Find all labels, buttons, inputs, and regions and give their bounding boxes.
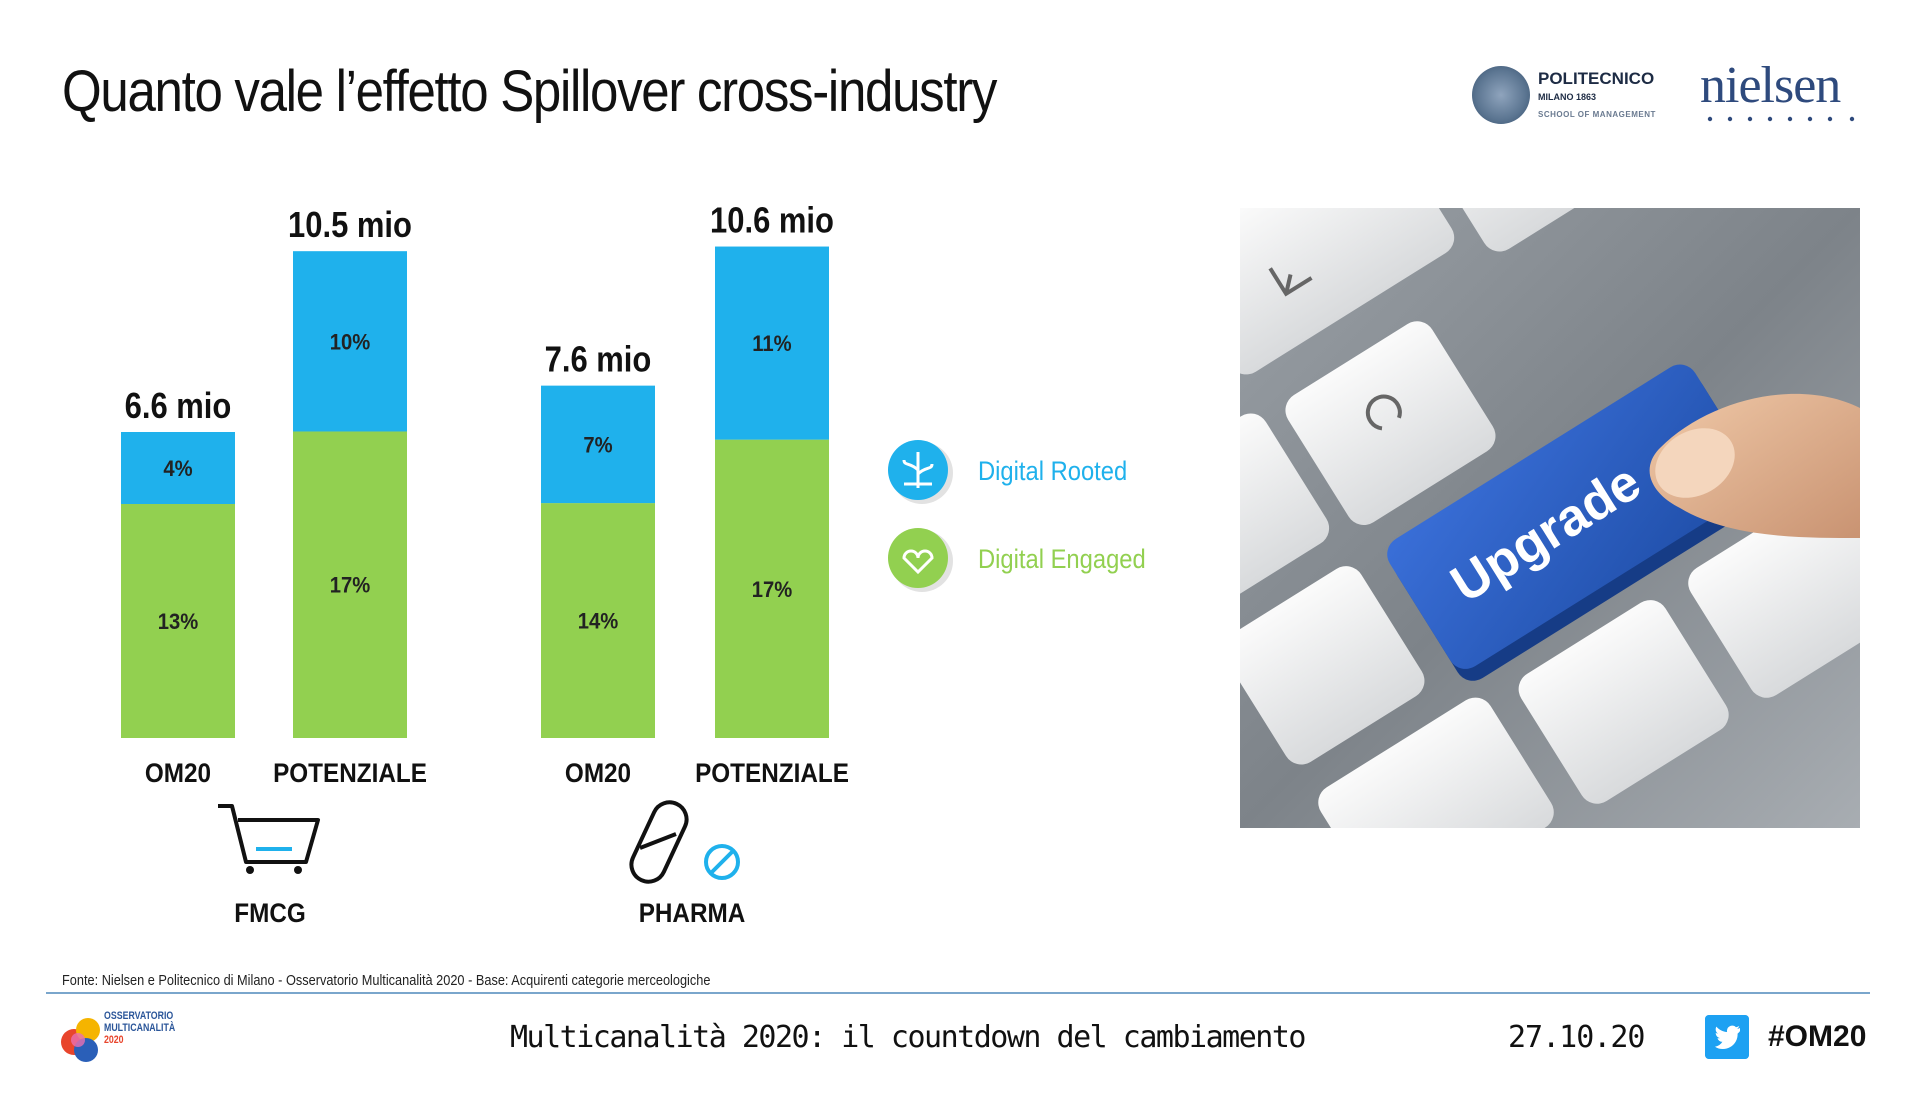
logo-line-3: 2020 [104, 1034, 124, 1046]
bar-total-label: 10.6 mio [710, 201, 834, 241]
bar-segment-digital-engaged [293, 431, 407, 738]
segment-value-label: 13% [158, 610, 199, 634]
bar-segment-digital-engaged [715, 439, 829, 738]
politecnico-subtitle: MILANO 1863 [1538, 92, 1597, 102]
footer-divider [46, 992, 1870, 994]
segment-value-label: 7% [583, 434, 612, 458]
bar-total-label: 10.5 mio [288, 206, 412, 246]
footer-title: Multicanalità 2020: il countdown del cam… [510, 1020, 1306, 1055]
slide-title: Quanto vale l’effetto Spillover cross-in… [62, 59, 997, 124]
osservatorio-logo-text: OSSERVATORIO MULTICANALITÀ 2020 [104, 1010, 175, 1046]
logo-line-2: MULTICANALITÀ [104, 1022, 176, 1034]
bar-segment-digital-rooted [121, 432, 235, 504]
bar-segment-digital-rooted [541, 385, 655, 504]
digital-rooted-plant-icon [902, 452, 934, 488]
category-label: OM20 [565, 759, 631, 788]
bar-segment-digital-engaged [121, 504, 235, 738]
group-label: PHARMA [639, 899, 746, 928]
politecnico-name: POLITECNICO [1538, 69, 1655, 88]
pill-icon [639, 832, 677, 850]
pill-icon [629, 800, 689, 884]
nielsen-dots-decoration [1707, 116, 1855, 122]
category-label: POTENZIALE [273, 759, 427, 788]
keyboard-upgrade-photo: Upgrade [1240, 208, 1860, 828]
digital-engaged-hearts-icon [902, 549, 934, 575]
bar-total-label: 6.6 mio [125, 387, 232, 427]
politecnico-seal-logo [1472, 66, 1530, 124]
shopping-cart-icon [294, 866, 302, 874]
pill-icon [709, 849, 735, 875]
segment-value-label: 17% [752, 578, 793, 602]
segment-value-label: 17% [330, 574, 371, 598]
shopping-cart-icon [218, 804, 320, 864]
segment-value-label: 10% [330, 331, 371, 355]
segment-value-label: 11% [752, 332, 792, 356]
group-label: FMCG [234, 899, 306, 928]
category-label: POTENZIALE [695, 759, 849, 788]
source-note: Fonte: Nielsen e Politecnico di Milano -… [62, 972, 711, 989]
footer-hashtag: #OM20 [1768, 1020, 1867, 1053]
category-label: OM20 [145, 759, 211, 788]
bar-segment-digital-engaged [541, 503, 655, 738]
osservatorio-logo-icon [61, 1018, 100, 1062]
bar-segment-digital-rooted [293, 251, 407, 432]
shopping-cart-icon [246, 866, 254, 874]
logo-line-1: OSSERVATORIO [104, 1010, 174, 1022]
bar-total-label: 7.6 mio [545, 341, 652, 381]
legend-label: Digital Engaged [978, 545, 1146, 575]
nielsen-logo: nielsen [1700, 57, 1841, 114]
legend-label: Digital Rooted [978, 457, 1127, 487]
politecnico-school: SCHOOL OF MANAGEMENT [1538, 110, 1656, 119]
twitter-icon [1705, 1015, 1749, 1059]
segment-value-label: 4% [163, 457, 192, 481]
politecnico-logo-text: POLITECNICO MILANO 1863 SCHOOL OF MANAGE… [1538, 70, 1656, 124]
bar-segment-digital-rooted [715, 246, 829, 440]
footer-date: 27.10.20 [1508, 1020, 1645, 1055]
segment-value-label: 14% [578, 610, 619, 634]
